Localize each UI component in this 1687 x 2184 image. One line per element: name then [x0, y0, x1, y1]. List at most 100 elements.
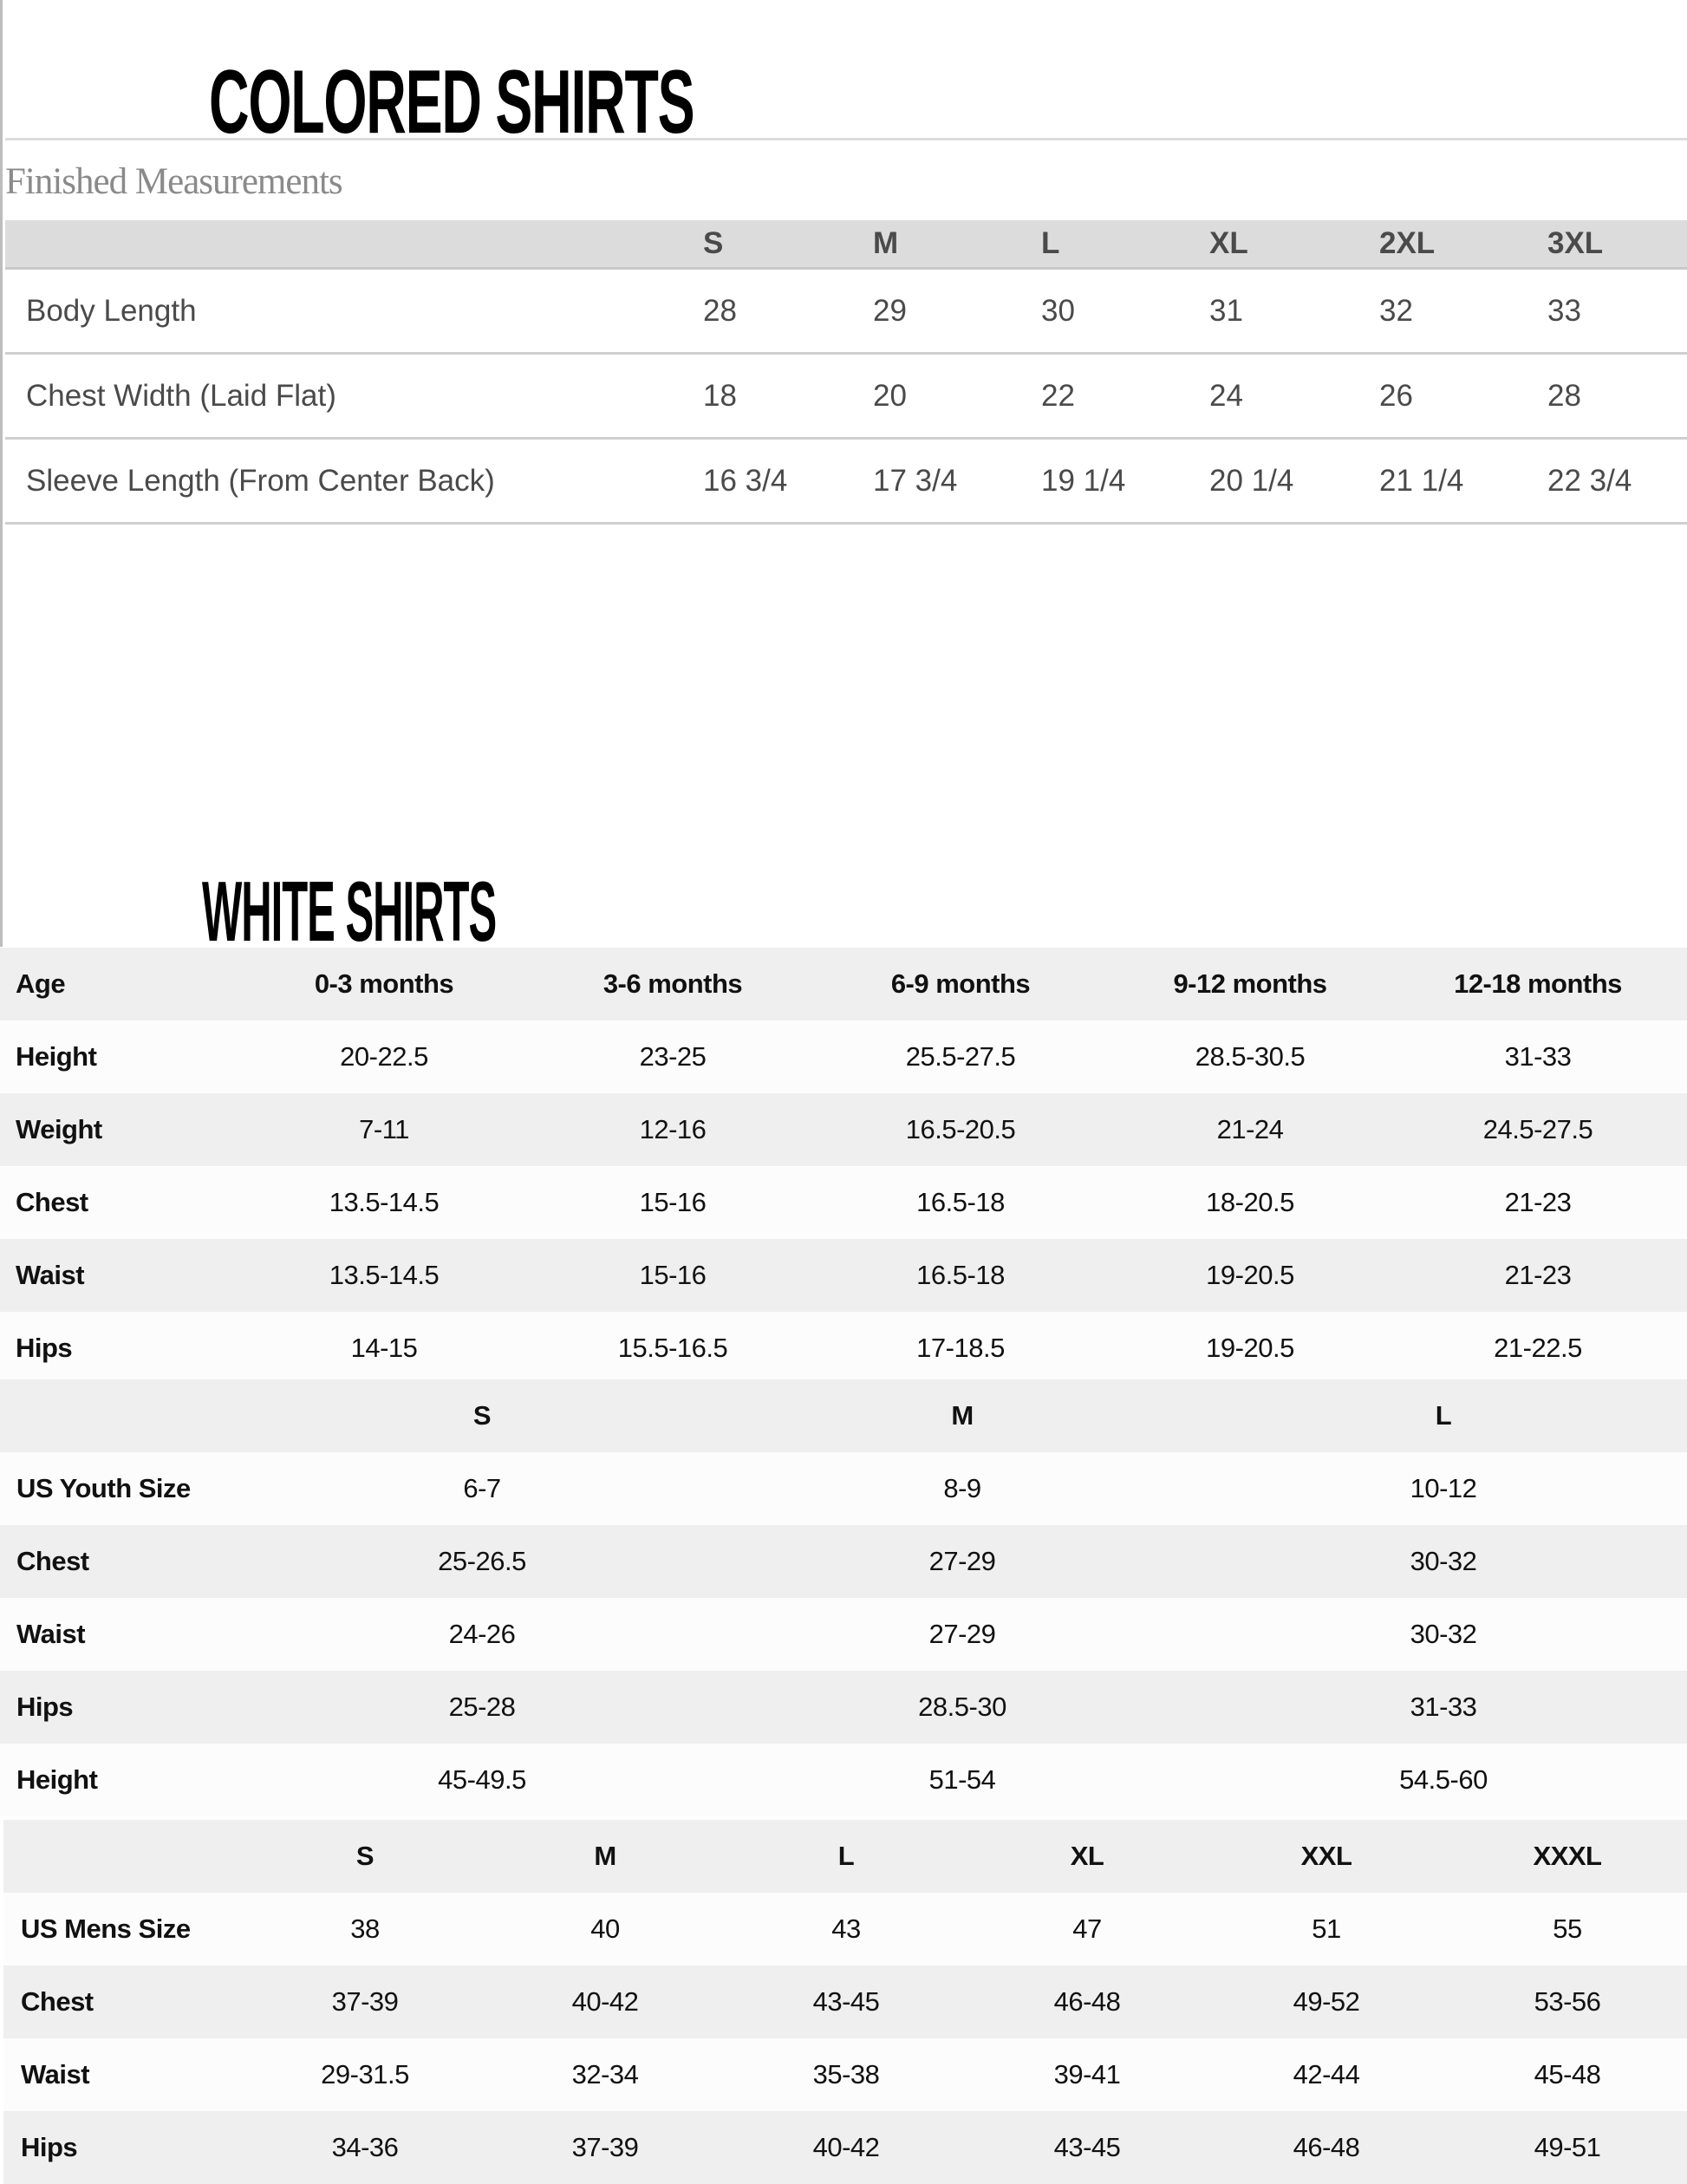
row-label: Age — [16, 968, 66, 999]
table-cell: 51 — [1312, 1913, 1341, 1944]
column-header: S — [472, 1400, 492, 1431]
table-cell: 40-42 — [571, 1986, 639, 2017]
column-header: 6-9 months — [890, 968, 1031, 999]
table-cell: 26 — [1379, 378, 1413, 413]
column-header: 9-12 months — [1173, 968, 1327, 999]
column-header: L — [1435, 1400, 1452, 1431]
baby-size-table: Age 0-3 months 3-6 months 6-9 months 9-12 mo… — [0, 948, 1687, 1385]
youth-size-table: S M L US Youth Size 6-7 8-9 10-12 Chest 25-26.5 2… — [0, 1379, 1687, 1816]
table-cell: 42-44 — [1293, 2059, 1360, 2089]
row-label: Hips — [21, 2132, 78, 2162]
table-cell: 22 — [1041, 378, 1075, 413]
row-label: Hips — [16, 1333, 73, 1363]
table-header-row: S M L XL 2XL 3XL — [5, 220, 1687, 270]
table-row: Chest 13.5-14.5 15-16 16.5-18 18-20.5 21-23 — [0, 1166, 1687, 1239]
table-cell: 12-16 — [639, 1114, 707, 1144]
table-cell: 19-20.5 — [1206, 1260, 1294, 1290]
table-cell: 45-49.5 — [438, 1764, 526, 1795]
table-cell: 51-54 — [928, 1764, 996, 1795]
row-label: Chest — [16, 1546, 89, 1576]
table-cell: 27-29 — [928, 1546, 996, 1576]
table-cell: 29-31.5 — [321, 2059, 409, 2089]
table-cell: 8-9 — [943, 1473, 981, 1503]
table-cell: 16.5-20.5 — [905, 1114, 1016, 1144]
table-cell: 46-48 — [1053, 1986, 1121, 2017]
row-label: Chest — [21, 1986, 94, 2017]
table-cell: 20 — [873, 378, 907, 413]
column-header: S — [355, 1841, 375, 1871]
table-row: Hips 25-28 28.5-30 31-33 — [0, 1671, 1687, 1744]
table-cell: 40-42 — [812, 2132, 880, 2162]
table-cell: 37-39 — [571, 2132, 639, 2162]
column-header: XXXL — [1533, 1841, 1602, 1871]
row-label: Weight — [16, 1114, 102, 1144]
table-cell: 40 — [590, 1913, 620, 1944]
table-row: Body Length 28 29 30 31 32 33 — [5, 270, 1687, 355]
table-cell: 46-48 — [1293, 2132, 1360, 2162]
table-cell: 21-24 — [1216, 1114, 1284, 1144]
row-label: Waist — [21, 2059, 90, 2089]
column-header: XL — [1070, 1841, 1104, 1871]
table-row: Waist 24-26 27-29 30-32 — [0, 1598, 1687, 1671]
table-cell: 43-45 — [812, 1986, 880, 2017]
table-row: Waist 29-31.5 32-34 35-38 39-41 42-44 45-48 — [3, 2038, 1687, 2111]
table-row: Hips 14-15 15.5-16.5 17-18.5 19-20.5 21-22.5 — [0, 1312, 1687, 1385]
column-header: 12-18 months — [1454, 968, 1622, 999]
table-cell: 7-11 — [359, 1114, 409, 1144]
table-cell: 27-29 — [928, 1619, 996, 1649]
row-label: Waist — [16, 1619, 86, 1649]
table-cell: 16.5-18 — [916, 1260, 1005, 1290]
table-row: Waist 13.5-14.5 15-16 16.5-18 19-20.5 21-23 — [0, 1239, 1687, 1312]
table-cell: 54.5-60 — [1399, 1764, 1488, 1795]
table-cell: 13.5-14.5 — [329, 1260, 440, 1290]
table-cell: 17-18.5 — [916, 1333, 1005, 1363]
table-cell: 28 — [1547, 378, 1581, 413]
row-label: Chest — [16, 1187, 88, 1217]
table-cell: 53-56 — [1534, 1986, 1601, 2017]
table-cell: 33 — [1547, 293, 1581, 328]
table-cell: 17 3/4 — [873, 463, 958, 498]
table-cell: 45-48 — [1534, 2059, 1601, 2089]
table-row: US Youth Size 6-7 8-9 10-12 — [0, 1452, 1687, 1525]
table-cell: 20-22.5 — [340, 1041, 428, 1072]
row-label: US Mens Size — [21, 1913, 191, 1944]
table-cell: 47 — [1072, 1913, 1102, 1944]
table-cell: 38 — [350, 1913, 380, 1944]
table-cell: 31-33 — [1410, 1692, 1477, 1722]
table-cell: 10-12 — [1410, 1473, 1477, 1503]
table-cell: 25-26.5 — [438, 1546, 526, 1576]
row-label: Waist — [16, 1260, 85, 1290]
table-row: Weight 7-11 12-16 16.5-20.5 21-24 24.5-27.5 — [0, 1093, 1687, 1166]
table-cell: 21-23 — [1504, 1260, 1572, 1290]
column-header: 0-3 months — [314, 968, 454, 999]
column-header: XL — [1209, 226, 1248, 260]
colored-shirts-table: S M L XL 2XL 3XL Body Length 28 29 30 31 32 33 Chest … — [5, 220, 1687, 525]
left-border — [0, 0, 3, 947]
divider — [5, 138, 1687, 140]
table-cell: 19 1/4 — [1041, 463, 1126, 498]
table-header-row: S M L XL XXL XXXL — [3, 1820, 1687, 1893]
column-header: 3-6 months — [602, 968, 743, 999]
table-cell: 28.5-30.5 — [1195, 1041, 1306, 1072]
table-row: Height 45-49.5 51-54 54.5-60 — [0, 1744, 1687, 1816]
white-shirts-title: WHITE SHIRTS — [202, 864, 497, 959]
table-cell: 43 — [831, 1913, 861, 1944]
table-cell: 49-51 — [1534, 2132, 1601, 2162]
table-row: Sleeve Length (From Center Back) 16 3/4 17… — [5, 440, 1687, 525]
table-cell: 31-33 — [1504, 1041, 1572, 1072]
row-label: Chest Width (Laid Flat) — [26, 378, 336, 413]
table-cell: 16 3/4 — [703, 463, 788, 498]
table-cell: 21-22.5 — [1494, 1333, 1582, 1363]
row-label: Body Length — [26, 293, 197, 328]
row-label: Height — [16, 1041, 97, 1072]
finished-measurements-subtitle: Finished Measurements — [5, 161, 343, 202]
table-cell: 24 — [1209, 378, 1243, 413]
table-row: Chest Width (Laid Flat) 18 20 22 24 26 28 — [5, 355, 1687, 440]
table-row: Chest 25-26.5 27-29 30-32 — [0, 1525, 1687, 1598]
table-cell: 13.5-14.5 — [329, 1187, 440, 1217]
table-header-row: Age 0-3 months 3-6 months 6-9 months 9-12 mo… — [0, 948, 1687, 1020]
table-cell: 34-36 — [331, 2132, 399, 2162]
table-cell: 23-25 — [639, 1041, 707, 1072]
table-row: US Mens Size 38 40 43 47 51 55 — [3, 1893, 1687, 1966]
